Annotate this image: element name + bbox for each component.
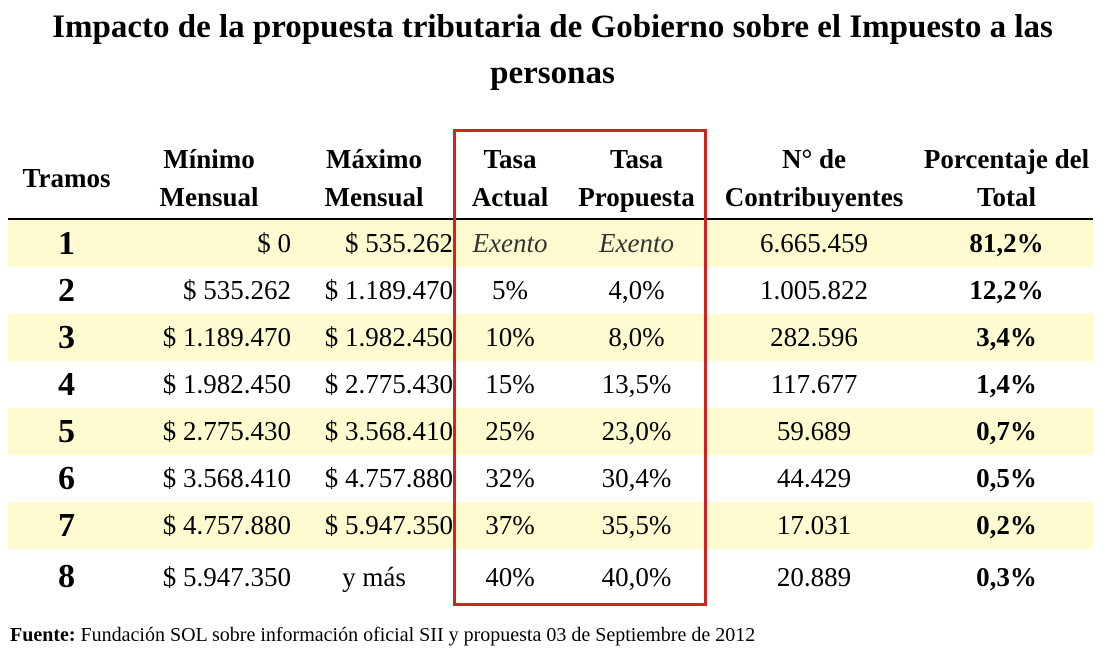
minimo-cell: $ 2.775.430: [125, 408, 293, 455]
header-contribuyentes: N° de Contribuyentes: [708, 138, 920, 220]
table-row: 8 $ 5.947.350 y más 40% 40,0% 20.889 0,3…: [8, 549, 1093, 605]
tramo-cell: 5: [8, 408, 125, 455]
table-row: 5 $ 2.775.430 $ 3.568.410 25% 23,0% 59.6…: [8, 408, 1093, 455]
tasa-actual-cell: 32%: [485, 463, 535, 493]
contribuyentes-cell: 1.005.822: [760, 275, 868, 305]
table-row: 2 $ 535.262 $ 1.189.470 5% 4,0% 1.005.82…: [8, 267, 1093, 314]
porcentaje-cell: 3,4%: [920, 314, 1093, 361]
page-title: Impacto de la propuesta tributaria de Go…: [52, 9, 1053, 91]
tramo-cell: 8: [58, 558, 75, 595]
maximo-cell: $ 1.982.450: [293, 314, 455, 361]
header-porcentaje: Porcentaje del Total: [920, 138, 1093, 220]
porcentaje-cell: 0,5%: [976, 463, 1037, 493]
tasa-actual-cell: 37%: [455, 502, 565, 549]
tasa-propuesta-cell: 4,0%: [608, 275, 665, 305]
porcentaje-cell: 0,3%: [976, 561, 1037, 592]
maximo-cell: y más: [342, 561, 406, 592]
tasa-actual-cell: 25%: [455, 408, 565, 455]
minimo-cell: $ 1.189.470: [125, 314, 293, 361]
table-header-row: Tramos Mínimo Mensual Máximo Mensual Tas…: [8, 138, 1093, 220]
tramo-cell: 1: [8, 219, 125, 267]
tramo-cell: 2: [58, 271, 75, 309]
tax-brackets-table: Tramos Mínimo Mensual Máximo Mensual Tas…: [8, 138, 1093, 605]
table-row: 7 $ 4.757.880 $ 5.947.350 37% 35,5% 17.0…: [8, 502, 1093, 549]
header-tramos: Tramos: [8, 138, 125, 220]
tasa-propuesta-cell: 13,5%: [601, 369, 672, 399]
contribuyentes-cell: 59.689: [708, 408, 920, 455]
tasa-actual-cell: 40%: [485, 561, 535, 592]
tramo-cell: 6: [58, 459, 75, 497]
contribuyentes-cell: 117.677: [770, 369, 858, 399]
tasa-propuesta-cell: 40,0%: [601, 561, 672, 592]
table-row: 3 $ 1.189.470 $ 1.982.450 10% 8,0% 282.5…: [8, 314, 1093, 361]
tasa-propuesta-cell: 8,0%: [565, 314, 708, 361]
header-maximo: Máximo Mensual: [293, 138, 455, 220]
minimo-cell: $ 1.982.450: [162, 369, 291, 399]
header-tasa-propuesta: Tasa Propuesta: [565, 138, 708, 220]
table-row: 4 $ 1.982.450 $ 2.775.430 15% 13,5% 117.…: [8, 361, 1093, 408]
minimo-cell: $ 5.947.350: [162, 561, 291, 592]
minimo-cell: $ 535.262: [183, 275, 291, 305]
tasa-actual-cell: 10%: [455, 314, 565, 361]
source-note: Fuente: Fundación SOL sobre información …: [10, 623, 755, 647]
maximo-cell: $ 4.757.880: [324, 463, 453, 493]
minimo-cell: $ 3.568.410: [162, 463, 291, 493]
contribuyentes-cell: 20.889: [776, 561, 852, 592]
porcentaje-cell: 1,4%: [976, 369, 1037, 399]
porcentaje-cell: 12,2%: [969, 275, 1044, 305]
tasa-propuesta-cell: 23,0%: [565, 408, 708, 455]
minimo-cell: $ 4.757.880: [125, 502, 293, 549]
tasa-actual-cell: 15%: [485, 369, 535, 399]
tramo-cell: 7: [8, 502, 125, 549]
tasa-propuesta-cell: Exento: [565, 219, 708, 267]
tasa-actual-cell: Exento: [455, 219, 565, 267]
source-text: Fundación SOL sobre información oficial …: [75, 624, 756, 646]
maximo-cell: $ 3.568.410: [293, 408, 455, 455]
maximo-cell: $ 535.262: [293, 219, 455, 267]
contribuyentes-cell: 6.665.459: [708, 219, 920, 267]
porcentaje-cell: 81,2%: [920, 219, 1093, 267]
tasa-propuesta-cell: 30,4%: [601, 463, 672, 493]
minimo-cell: $ 0: [125, 219, 293, 267]
maximo-cell: $ 1.189.470: [324, 275, 453, 305]
header-tasa-actual: Tasa Actual: [455, 138, 565, 220]
tasa-propuesta-cell: 35,5%: [565, 502, 708, 549]
header-minimo: Mínimo Mensual: [125, 138, 293, 220]
table-row: 1 $ 0 $ 535.262 Exento Exento 6.665.459 …: [8, 219, 1093, 267]
contribuyentes-cell: 17.031: [708, 502, 920, 549]
table-row: 6 $ 3.568.410 $ 4.757.880 32% 30,4% 44.4…: [8, 455, 1093, 502]
contribuyentes-cell: 282.596: [708, 314, 920, 361]
tramo-cell: 3: [8, 314, 125, 361]
tramo-cell: 4: [58, 365, 75, 403]
maximo-cell: $ 5.947.350: [293, 502, 455, 549]
source-label: Fuente:: [10, 624, 76, 646]
contribuyentes-cell: 44.429: [776, 463, 852, 493]
maximo-cell: $ 2.775.430: [324, 369, 453, 399]
porcentaje-cell: 0,2%: [920, 502, 1093, 549]
porcentaje-cell: 0,7%: [920, 408, 1093, 455]
tasa-actual-cell: 5%: [492, 275, 528, 305]
